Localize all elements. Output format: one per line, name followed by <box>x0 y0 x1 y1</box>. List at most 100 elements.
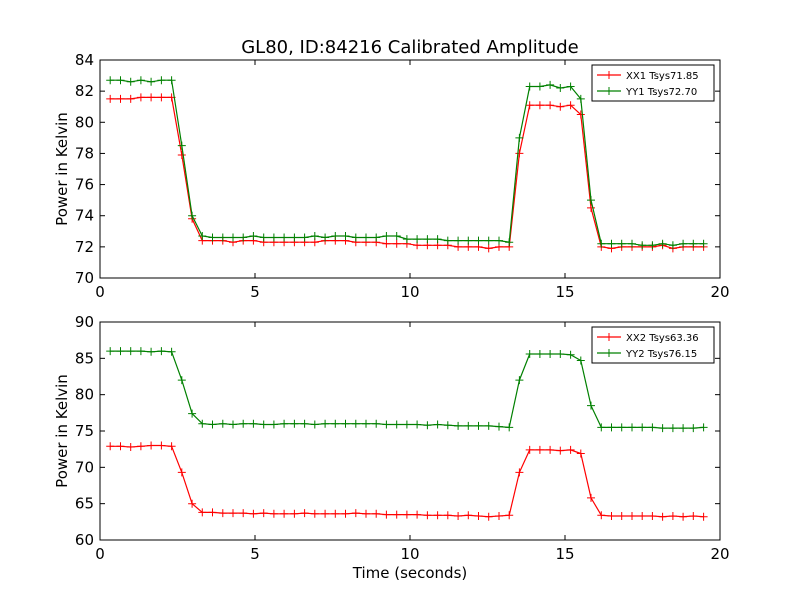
data-point <box>372 233 381 242</box>
data-point <box>515 468 524 477</box>
data-point <box>587 203 595 212</box>
data-point <box>116 94 125 103</box>
data-point <box>269 420 278 429</box>
data-point <box>300 419 309 428</box>
data-point <box>658 239 667 248</box>
data-point <box>423 235 432 244</box>
data-point <box>249 232 258 240</box>
legend-marker <box>605 87 613 95</box>
data-point <box>597 423 606 432</box>
data-point <box>239 419 248 428</box>
data-point <box>628 512 636 520</box>
data-point <box>239 509 248 518</box>
data-point <box>382 420 391 429</box>
data-point <box>341 509 350 518</box>
data-point <box>699 423 708 432</box>
data-point <box>167 442 176 451</box>
data-point <box>546 101 555 110</box>
data-point <box>484 421 493 430</box>
data-point <box>239 233 248 242</box>
data-point <box>402 510 411 519</box>
data-point <box>525 445 534 454</box>
x-tick-label: 20 <box>710 283 729 301</box>
data-point <box>136 76 145 85</box>
y-tick-label: 90 <box>75 313 94 331</box>
x-tick-label: 20 <box>710 545 729 563</box>
data-point <box>147 441 156 450</box>
data-point <box>167 347 176 356</box>
data-point <box>587 493 595 502</box>
data-point <box>433 420 442 429</box>
data-point <box>617 423 626 432</box>
top-panel: 0 5 10 15 20 70 72 74 76 78 80 82 84 Power in Kelvin X… <box>53 51 730 301</box>
data-point <box>576 356 585 365</box>
data-point <box>229 233 237 242</box>
data-point <box>505 511 514 520</box>
data-point <box>372 419 381 428</box>
data-point <box>433 235 442 244</box>
data-point <box>290 419 299 428</box>
y-tick-label: 80 <box>75 113 94 131</box>
data-point <box>658 512 667 521</box>
y-tick-label: 65 <box>75 495 94 513</box>
data-point <box>362 509 370 518</box>
data-point <box>505 423 514 432</box>
data-point <box>566 82 575 91</box>
data-point <box>576 110 585 119</box>
data-point <box>321 419 330 428</box>
data-point <box>484 244 493 253</box>
data-point <box>126 77 135 86</box>
y-axis-label: Power in Kelvin <box>53 374 71 488</box>
data-point <box>679 512 688 521</box>
data-point <box>136 93 145 102</box>
data-point <box>208 233 217 242</box>
data-point <box>351 233 360 242</box>
y-tick-label: 80 <box>75 386 94 404</box>
data-point <box>495 422 503 431</box>
data-point <box>638 512 647 520</box>
data-point <box>495 236 503 245</box>
data-point <box>535 82 544 91</box>
data-point <box>617 239 626 248</box>
data-point <box>392 232 401 240</box>
data-point <box>576 94 585 103</box>
data-point <box>382 232 391 240</box>
data-point <box>351 419 360 428</box>
data-point <box>208 420 217 429</box>
data-point <box>525 101 534 110</box>
data-point <box>362 233 370 242</box>
data-point <box>525 82 534 91</box>
data-point <box>106 76 115 85</box>
data-point <box>638 241 647 250</box>
data-point <box>382 510 391 519</box>
data-point <box>372 509 381 518</box>
x-tick-label: 10 <box>400 283 419 301</box>
data-point <box>177 141 186 150</box>
y-tick-label: 85 <box>75 349 94 367</box>
data-point <box>566 445 575 454</box>
y-tick-label: 74 <box>75 207 94 225</box>
data-point <box>546 445 555 454</box>
data-point <box>331 232 340 240</box>
legend-entry: YY1 Tsys72.70 <box>625 87 697 98</box>
data-point <box>147 77 156 86</box>
x-tick-label: 15 <box>555 283 574 301</box>
data-point <box>607 423 616 432</box>
data-point <box>699 239 708 248</box>
data-point <box>587 196 595 205</box>
data-point <box>699 512 708 521</box>
data-point <box>556 446 565 455</box>
data-point <box>402 235 411 244</box>
data-point <box>188 499 197 508</box>
data-point <box>454 512 463 520</box>
data-point <box>157 76 166 85</box>
bottom-panel: 0 5 10 15 20 60 65 70 75 80 85 90 Power in Kelvin XX2… <box>53 313 730 563</box>
data-point <box>116 347 125 356</box>
data-point <box>413 420 422 429</box>
data-point <box>331 419 340 428</box>
legend-entry: YY2 Tsys76.15 <box>625 349 697 360</box>
x-tick-label: 15 <box>555 545 574 563</box>
data-point <box>464 236 473 245</box>
data-point <box>392 420 401 429</box>
data-point <box>126 443 135 451</box>
